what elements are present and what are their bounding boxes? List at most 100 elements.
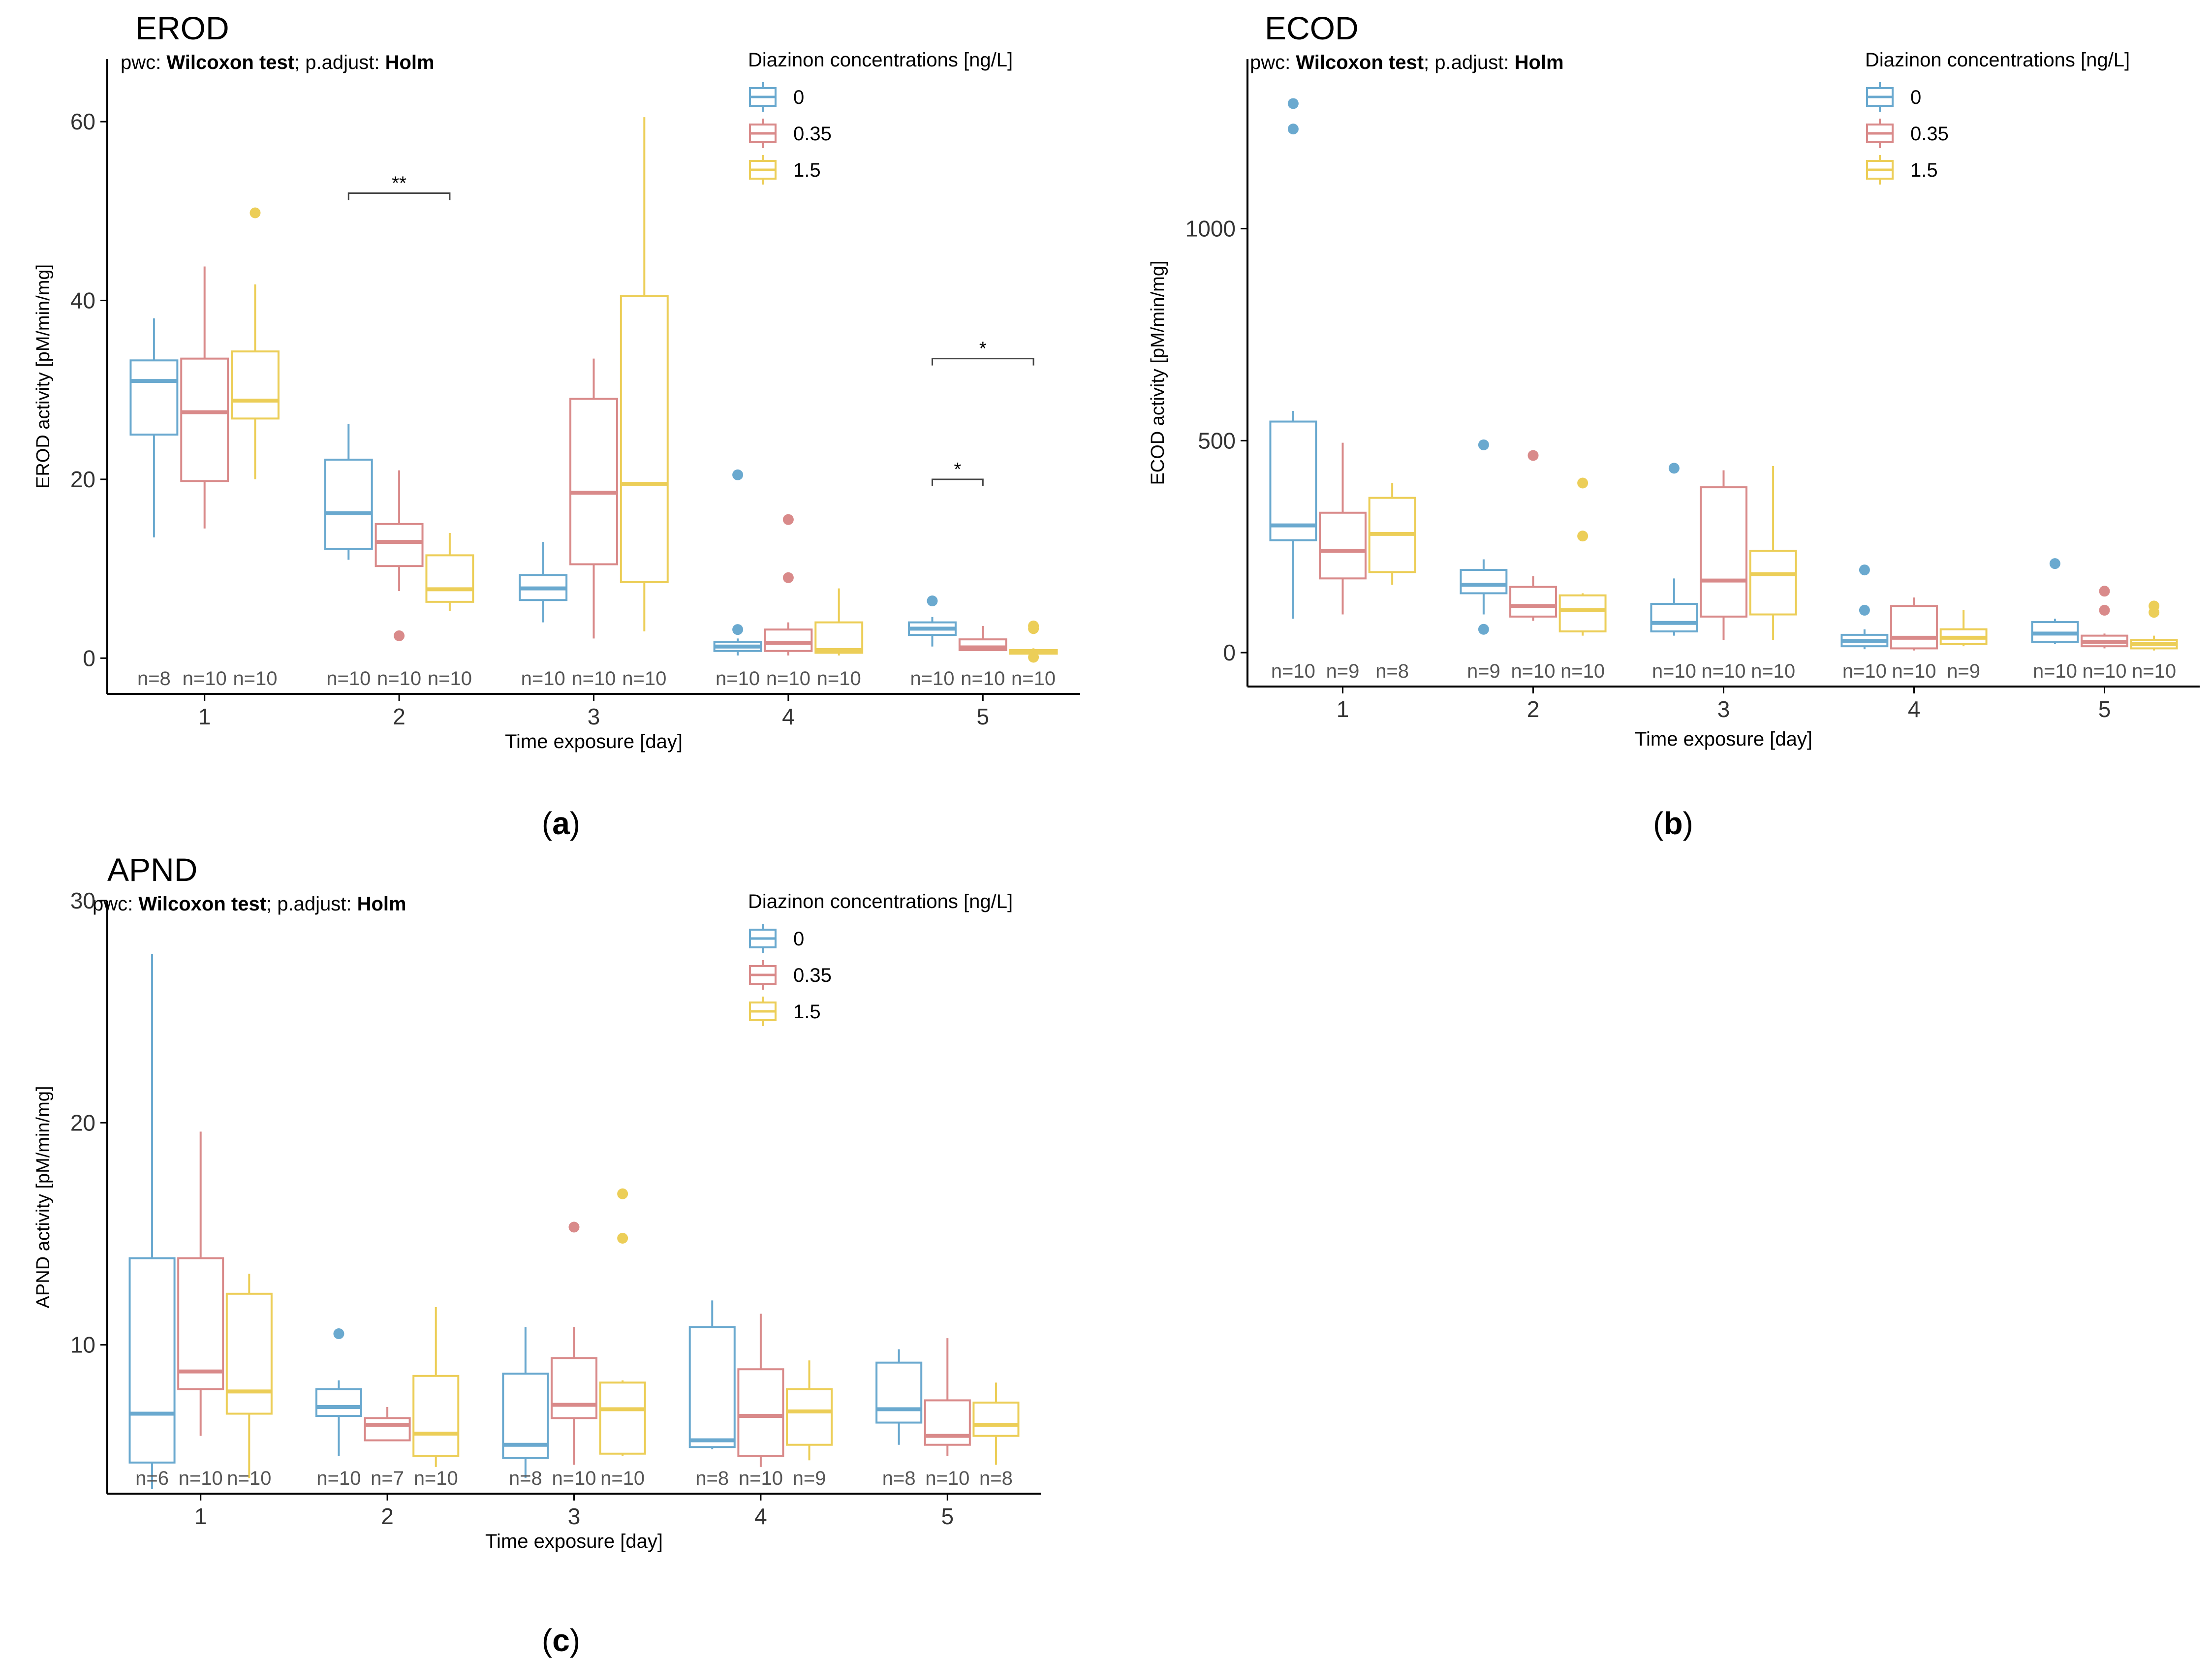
sample-size-label: n=8 xyxy=(882,1468,916,1489)
outlier-point xyxy=(1859,564,1870,576)
sample-size-label: n=10 xyxy=(2082,660,2126,682)
chart-subtitle: pwc: Wilcoxon test; p.adjust: Holm xyxy=(121,52,435,73)
x-tick-label: 4 xyxy=(754,1503,767,1529)
box-day2-conc-0: n=10 xyxy=(324,424,373,689)
box-day3-conc-0.35: n=10 xyxy=(550,1221,598,1489)
box-day2-conc-0.35: n=10 xyxy=(1509,450,1557,682)
box-day4-conc-1.5: n=9 xyxy=(786,1360,833,1489)
box-day1-conc-0.35: n=10 xyxy=(180,266,229,689)
y-tick-label: 0 xyxy=(83,645,95,671)
legend-label: 0.35 xyxy=(793,123,832,145)
legend-label: 1.5 xyxy=(793,159,821,181)
x-tick-label: 2 xyxy=(393,704,405,729)
legend: Diazinon concentrations [ng/L] 0 0.35 1.5 xyxy=(1865,49,2130,185)
sample-size-label: n=10 xyxy=(1842,660,1887,682)
box-day3-conc-0.35: n=10 xyxy=(1700,470,1747,682)
outlier-point xyxy=(249,207,261,219)
sample-size-label: n=10 xyxy=(1511,660,1555,682)
box-iqr xyxy=(599,1381,646,1455)
box-iqr xyxy=(814,621,864,654)
y-tick-label: 40 xyxy=(70,288,95,313)
sample-size-label: n=10 xyxy=(571,668,616,689)
sample-size-label: n=10 xyxy=(716,668,760,689)
outlier-point xyxy=(1577,531,1589,542)
significance-bracket: ** xyxy=(347,173,451,200)
outlier-point xyxy=(732,624,744,635)
sample-size-label: n=10 xyxy=(179,1468,223,1489)
box-day3-conc-0: n=10 xyxy=(1650,463,1698,682)
significance-label: ** xyxy=(392,173,406,194)
box-day1-conc-0: n=10 xyxy=(1269,98,1317,682)
chart-ecod: ECOD pwc: Wilcoxon test; p.adjust: Holm 0 5… xyxy=(1148,10,2200,841)
sample-size-label: n=10 xyxy=(414,1468,458,1489)
sample-size-label: n=10 xyxy=(622,668,666,689)
box-iqr xyxy=(1319,511,1367,580)
sample-size-label: n=10 xyxy=(183,668,227,689)
box-iqr xyxy=(958,638,1007,651)
box-day2-conc-0.35: n=10 xyxy=(374,470,424,689)
sample-size-label: n=10 xyxy=(227,1468,271,1489)
sample-size-label: n=10 xyxy=(1751,660,1795,682)
box-day5-conc-0: n=10 xyxy=(2031,558,2079,682)
box-iqr xyxy=(569,398,618,565)
box-day1-conc-1.5: n=10 xyxy=(225,1274,273,1489)
outlier-point xyxy=(1859,604,1870,616)
sample-size-label: n=8 xyxy=(137,668,171,689)
outlier-point xyxy=(617,1188,628,1199)
box-day4-conc-0.35: n=10 xyxy=(764,514,813,689)
y-axis-label: EROD activity [pM/min/mg] xyxy=(33,264,54,489)
legend-label: 0 xyxy=(1910,87,1921,108)
sample-size-label: n=10 xyxy=(1560,660,1605,682)
legend-label: 1.5 xyxy=(1910,159,1938,181)
x-tick-label: 1 xyxy=(194,1503,207,1529)
x-tick-label: 5 xyxy=(977,704,990,729)
outlier-point xyxy=(1028,620,1039,631)
outlier-point xyxy=(1028,652,1039,663)
sample-size-label: n=10 xyxy=(2132,660,2176,682)
bracket-line xyxy=(932,358,1034,366)
panel-label: (a) xyxy=(542,806,580,841)
outlier-point xyxy=(2149,600,2160,612)
box-iqr xyxy=(786,1388,833,1446)
x-tick-label: 4 xyxy=(782,704,795,729)
box-day1-conc-0: n=8 xyxy=(129,318,179,689)
box-day5-conc-0.35: n=10 xyxy=(2081,586,2128,682)
chart-erod: EROD pwc: Wilcoxon test; p.adjust: Holm 0 2… xyxy=(33,10,1080,841)
outlier-point xyxy=(1287,98,1299,109)
box-day2-conc-0.35: n=7 xyxy=(364,1407,411,1489)
bracket-line xyxy=(347,192,451,200)
bracket-line xyxy=(932,478,984,486)
x-tick-label: 2 xyxy=(1527,696,1540,722)
box-iqr xyxy=(129,359,179,436)
sample-size-label: n=9 xyxy=(1326,660,1360,682)
box-iqr xyxy=(374,523,424,567)
box-day4-conc-0: n=10 xyxy=(1840,564,1889,682)
box-iqr xyxy=(737,1368,784,1457)
box-day1-conc-1.5: n=10 xyxy=(231,207,280,689)
box-day4-conc-1.5: n=10 xyxy=(814,588,864,689)
outlier-point xyxy=(394,630,405,641)
x-tick-label: 3 xyxy=(568,1503,581,1529)
x-axis-label: Time exposure [day] xyxy=(485,1531,663,1552)
legend-key-1.5: 1.5 xyxy=(1866,155,1938,185)
sample-size-label: n=10 xyxy=(925,1468,969,1489)
sample-size-label: n=10 xyxy=(316,1468,361,1489)
box-iqr xyxy=(425,554,474,603)
box-day5-conc-0.35: n=10 xyxy=(958,626,1007,689)
x-tick-label: 4 xyxy=(1908,696,1921,722)
legend-key-0.35: 0.35 xyxy=(1866,119,1949,148)
legend-key-1.5: 1.5 xyxy=(749,155,821,185)
sample-size-label: n=10 xyxy=(552,1468,596,1489)
box-iqr xyxy=(688,1326,736,1448)
box-day4-conc-0.35: n=10 xyxy=(1890,597,1938,682)
y-tick-label: 20 xyxy=(70,467,95,492)
sample-size-label: n=10 xyxy=(766,668,810,689)
legend-title: Diazinon concentrations [ng/L] xyxy=(748,891,1013,912)
box-day3-conc-0.35: n=10 xyxy=(569,358,618,689)
outlier-point xyxy=(617,1232,628,1244)
box-iqr xyxy=(764,628,813,652)
box-day5-conc-0: n=10 xyxy=(908,595,957,689)
legend-label: 0.35 xyxy=(1910,123,1949,145)
box-iqr xyxy=(1460,569,1508,595)
box-iqr xyxy=(502,1373,549,1459)
